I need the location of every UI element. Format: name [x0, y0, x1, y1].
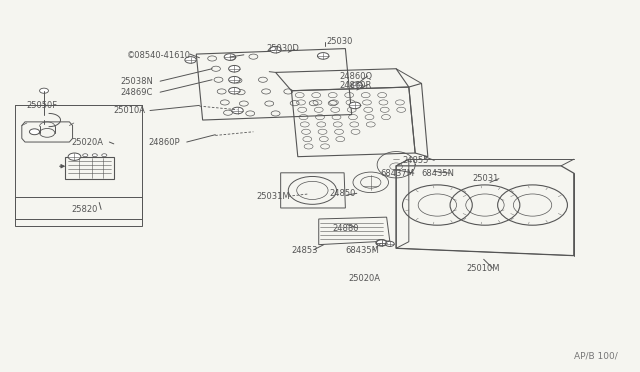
Circle shape	[228, 76, 240, 83]
Circle shape	[40, 88, 49, 93]
Circle shape	[29, 129, 40, 135]
Circle shape	[68, 153, 81, 160]
Text: 68435M: 68435M	[346, 246, 380, 254]
Text: 68437M: 68437M	[380, 169, 414, 178]
Circle shape	[349, 102, 360, 109]
Text: 25020A: 25020A	[349, 274, 381, 283]
Text: 25038N: 25038N	[120, 77, 153, 86]
Text: 25030D: 25030D	[266, 44, 299, 53]
Text: 24860P: 24860P	[148, 138, 180, 147]
Text: 25010A: 25010A	[114, 106, 146, 115]
Text: 25031M: 25031M	[257, 192, 290, 202]
Text: ©08540-41610: ©08540-41610	[127, 51, 191, 60]
Text: AP/B 100/: AP/B 100/	[575, 351, 618, 360]
Text: 25010M: 25010M	[466, 264, 499, 273]
Circle shape	[102, 154, 107, 157]
Text: 25020A: 25020A	[71, 138, 103, 147]
Circle shape	[232, 107, 243, 114]
Text: 24860Q: 24860Q	[339, 71, 372, 81]
Circle shape	[376, 240, 387, 246]
Circle shape	[228, 65, 240, 72]
Text: 24853: 24853	[291, 246, 318, 254]
Circle shape	[270, 46, 282, 53]
Text: 24880: 24880	[333, 224, 359, 232]
Text: 24869C: 24869C	[120, 88, 152, 97]
Circle shape	[224, 54, 236, 60]
Circle shape	[351, 82, 362, 89]
Text: 24850: 24850	[330, 189, 356, 198]
Text: 25031: 25031	[472, 174, 499, 183]
Circle shape	[228, 87, 240, 94]
Circle shape	[73, 154, 78, 157]
Circle shape	[376, 240, 387, 246]
Text: 24860R: 24860R	[339, 81, 371, 90]
Text: 25030: 25030	[326, 37, 353, 46]
Circle shape	[92, 154, 97, 157]
Circle shape	[317, 52, 329, 59]
Text: 25050F: 25050F	[27, 101, 58, 110]
Circle shape	[185, 57, 196, 63]
Circle shape	[385, 241, 394, 247]
Circle shape	[83, 154, 88, 157]
Text: 68435N: 68435N	[422, 169, 454, 178]
Text: 24855: 24855	[403, 156, 429, 165]
Text: 25820: 25820	[71, 205, 98, 214]
